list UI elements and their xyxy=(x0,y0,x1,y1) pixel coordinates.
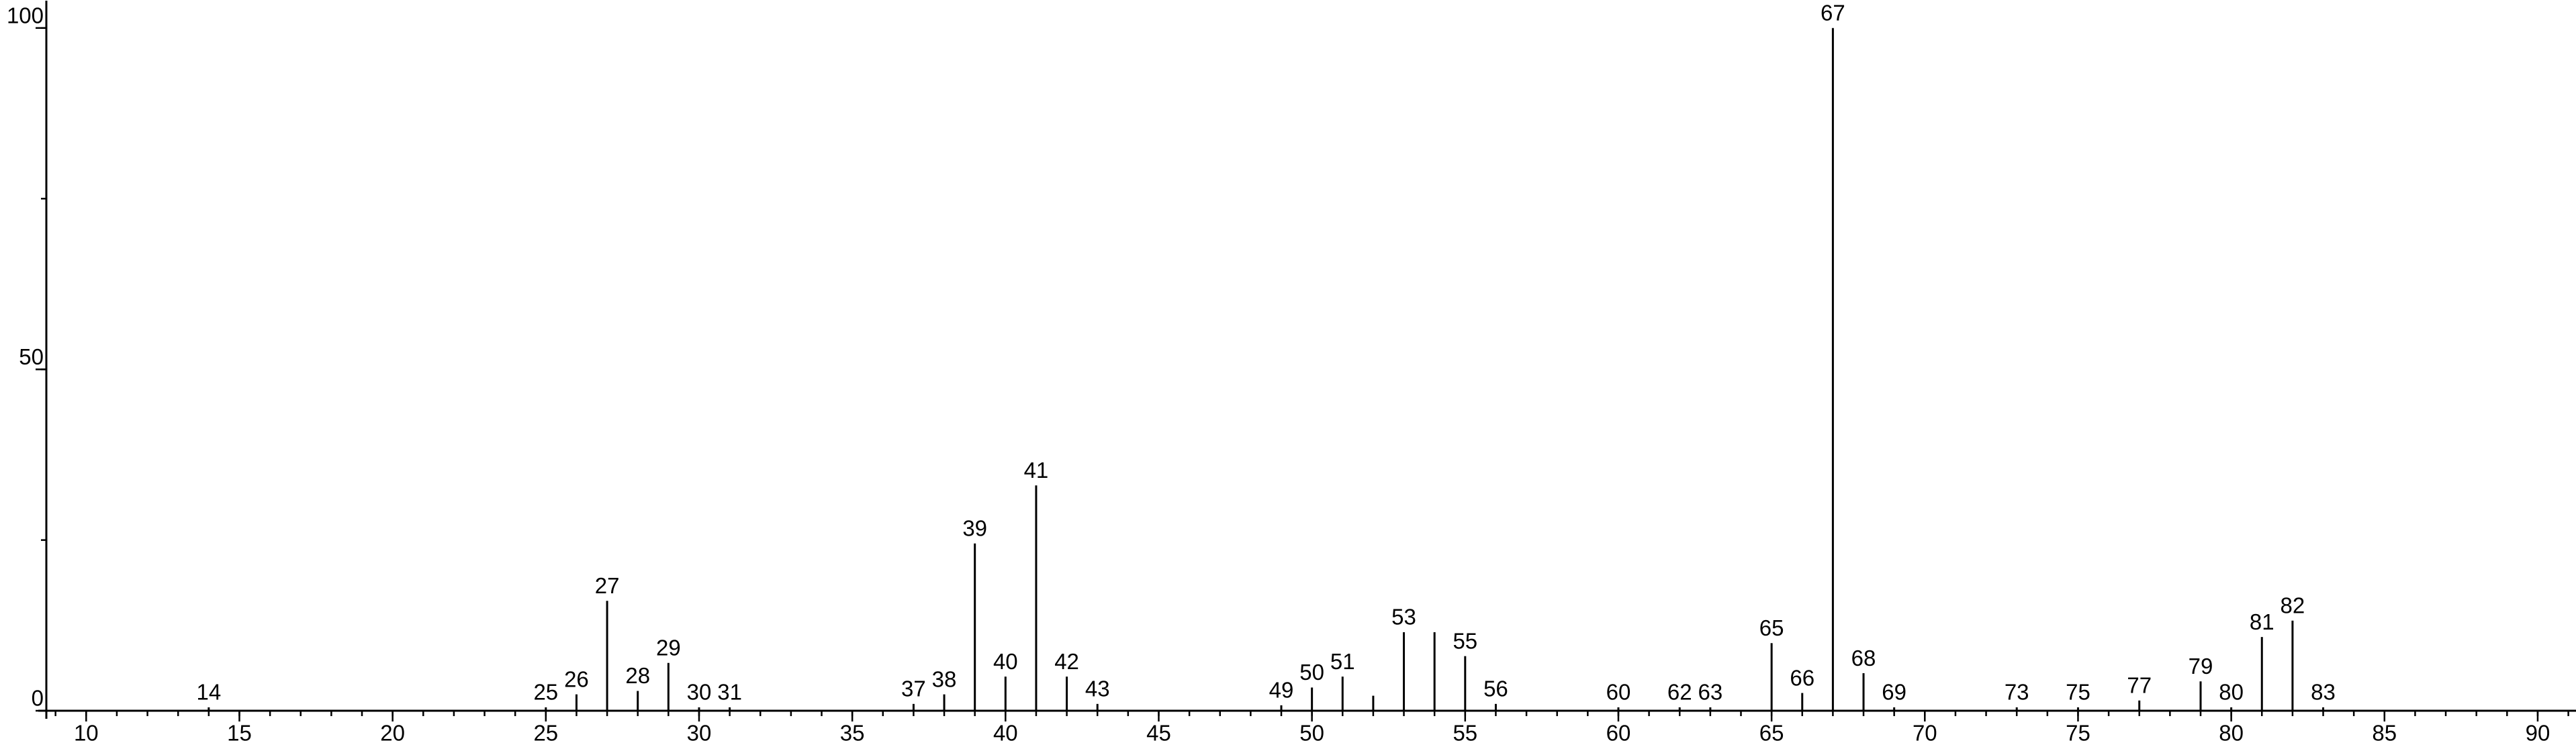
peak-label: 39 xyxy=(962,515,987,540)
peak-label: 42 xyxy=(1054,649,1079,674)
peak-label: 68 xyxy=(1851,646,1876,670)
y-tick-label: 100 xyxy=(7,3,44,28)
peak-label: 55 xyxy=(1453,628,1477,653)
x-tick-label: 80 xyxy=(2219,721,2244,746)
x-tick-label: 75 xyxy=(2066,721,2090,746)
peak-label: 69 xyxy=(1882,680,1906,705)
peak-label: 31 xyxy=(717,680,742,705)
peak-label: 73 xyxy=(2005,680,2029,705)
x-tick-label: 40 xyxy=(993,721,1018,746)
peak-label: 51 xyxy=(1330,649,1355,674)
peak-label: 81 xyxy=(2250,609,2274,634)
x-tick-label: 25 xyxy=(533,721,558,746)
peak-label: 80 xyxy=(2219,680,2244,705)
peak-label: 77 xyxy=(2127,672,2152,697)
x-tick-label: 70 xyxy=(1913,721,1937,746)
x-tick-label: 30 xyxy=(687,721,712,746)
peak-label: 67 xyxy=(1821,0,1845,25)
peak-label: 49 xyxy=(1269,678,1294,703)
peak-label: 65 xyxy=(1759,615,1784,640)
peak-label: 27 xyxy=(595,573,620,598)
peak-label: 75 xyxy=(2066,680,2090,705)
peak-label: 40 xyxy=(993,649,1018,674)
peak-label: 28 xyxy=(625,663,650,688)
peak-label: 37 xyxy=(901,677,926,701)
x-tick-label: 15 xyxy=(227,721,252,746)
x-tick-label: 60 xyxy=(1606,721,1631,746)
x-tick-label: 10 xyxy=(74,721,99,746)
y-tick-label: 0 xyxy=(32,686,44,711)
peak-label: 30 xyxy=(687,680,712,705)
peak-label: 82 xyxy=(2281,593,2305,617)
peak-label: 50 xyxy=(1299,660,1324,685)
x-tick-label: 65 xyxy=(1759,721,1784,746)
peak-label: 41 xyxy=(1024,458,1049,483)
peak-label: 83 xyxy=(2311,680,2336,705)
peak-label: 38 xyxy=(932,666,957,691)
peak-label: 79 xyxy=(2189,654,2213,679)
peak-label: 63 xyxy=(1698,680,1723,705)
peak-label: 60 xyxy=(1606,680,1631,705)
x-tick-label: 55 xyxy=(1453,721,1477,746)
peak-label: 25 xyxy=(533,680,558,705)
peak-label: 56 xyxy=(1483,677,1508,701)
x-tick-label: 20 xyxy=(380,721,405,746)
peak-label: 66 xyxy=(1790,665,1814,690)
peak-label: 26 xyxy=(564,666,589,691)
peak-label: 53 xyxy=(1391,605,1416,630)
peak-label: 29 xyxy=(656,636,681,660)
x-tick-label: 50 xyxy=(1299,721,1324,746)
peak-label: 14 xyxy=(196,680,221,705)
peak-label: 43 xyxy=(1085,677,1110,701)
x-tick-label: 90 xyxy=(2526,721,2550,746)
x-tick-label: 45 xyxy=(1146,721,1171,746)
y-tick-label: 50 xyxy=(19,344,44,369)
x-tick-label: 35 xyxy=(840,721,865,746)
x-tick-label: 85 xyxy=(2372,721,2397,746)
peak-label: 62 xyxy=(1667,680,1692,705)
